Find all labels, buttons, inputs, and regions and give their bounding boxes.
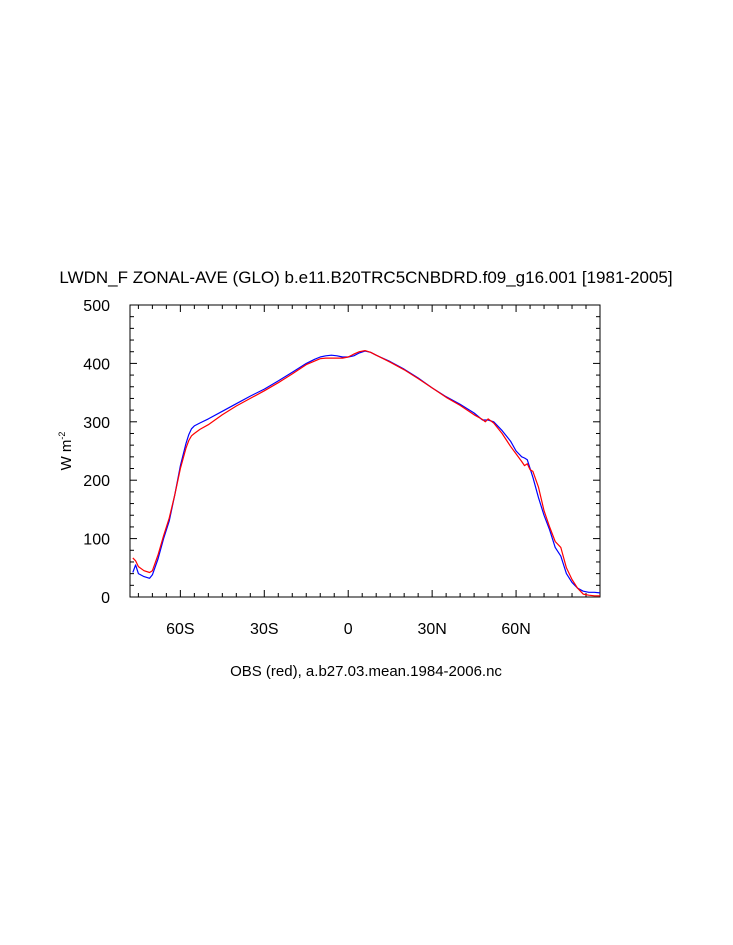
series-line-blue: [132, 350, 601, 594]
major-ticks: [130, 304, 600, 598]
y-tick-label: 300: [83, 415, 110, 432]
y-axis-label: W m-2: [57, 432, 75, 471]
x-tick-label: 0: [344, 621, 353, 638]
x-tick-label: 30N: [417, 621, 446, 638]
x-tick-labels: 60S 30S 0 30N 60N: [166, 621, 531, 638]
x-tick-label: 30S: [250, 621, 278, 638]
y-tick-label: 100: [83, 532, 110, 549]
y-axis-label-exponent: -2: [57, 432, 67, 440]
plot-area: [129, 304, 601, 598]
x-tick-label: 60N: [501, 621, 530, 638]
y-tick-label: 500: [83, 298, 110, 315]
series-line-red: [132, 350, 600, 597]
x-tick-label: 60S: [166, 621, 194, 638]
y-tick-label: 200: [83, 473, 110, 490]
chart-subtitle: OBS (red), a.b27.03.mean.1984-2006.nc: [230, 663, 502, 680]
minor-ticks: [130, 305, 600, 597]
plot-frame: [129, 304, 601, 598]
y-axis-label-base: W m: [58, 440, 75, 471]
chart-title: LWDN_F ZONAL-AVE (GLO) b.e11.B20TRC5CNBD…: [59, 268, 672, 287]
series-lines: [132, 350, 601, 597]
y-tick-label: 400: [83, 356, 110, 373]
y-tick-label: 0: [101, 590, 110, 607]
y-tick-labels: 0 100 200 300 400 500: [83, 298, 110, 607]
